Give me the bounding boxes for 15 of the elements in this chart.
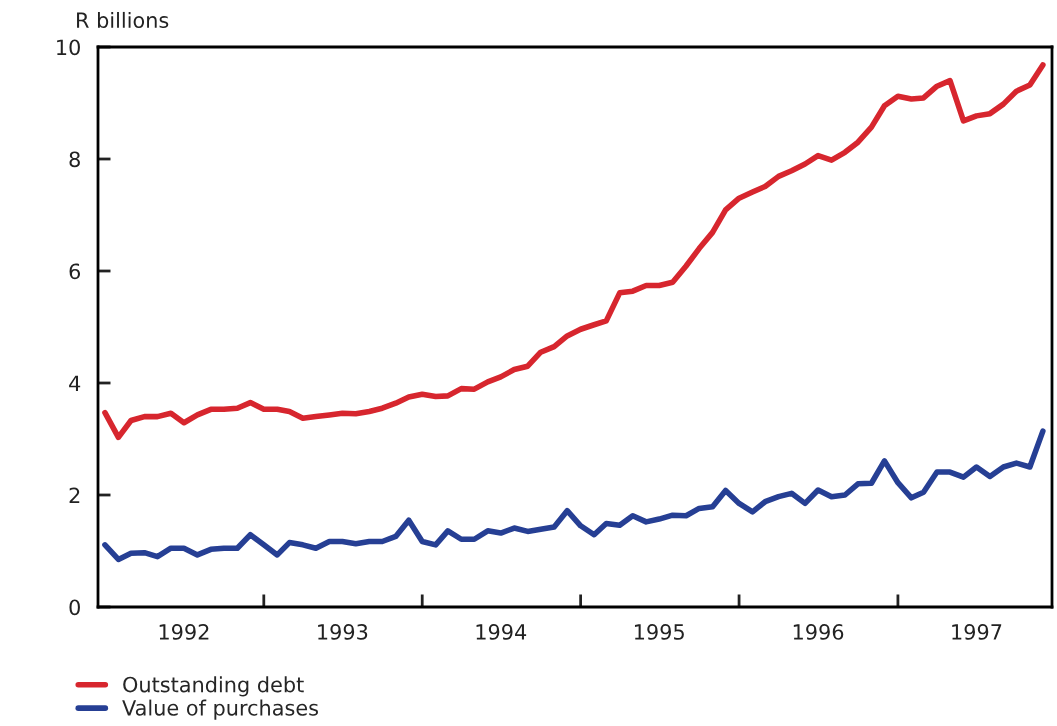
x-tick-label: 1996 (793, 624, 844, 640)
y-tick-label: 0 (69, 599, 80, 616)
legend-label: Value of purchases (122, 699, 318, 720)
legend-label: Outstanding debt (123, 676, 304, 697)
x-tick-label: 1997 (952, 624, 1002, 640)
x-tick-label: 1993 (318, 624, 368, 640)
y-axis-title: R billions (77, 11, 169, 29)
y-tick-label: 2 (69, 487, 80, 503)
x-tick-label: 1994 (476, 624, 527, 640)
x-tick-label: 1992 (159, 624, 209, 640)
y-tick-label: 8 (69, 151, 80, 168)
x-tick-label: 1995 (634, 624, 684, 640)
y-tick-label: 6 (69, 263, 81, 280)
y-tick-label: 4 (69, 375, 81, 391)
y-tick-label: 10 (57, 39, 80, 56)
